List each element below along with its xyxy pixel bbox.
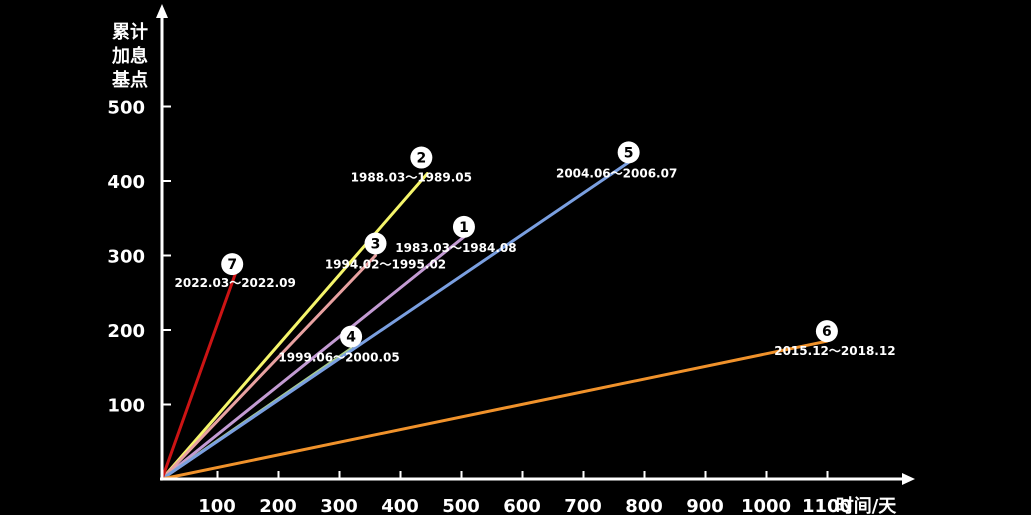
x-tick-label: 300	[320, 496, 358, 515]
series-marker-label-5: 5	[624, 145, 634, 161]
series-marker-7	[221, 253, 244, 276]
x-tick-label: 700	[564, 496, 602, 515]
x-tick-label: 900	[686, 496, 724, 515]
series-marker-4	[340, 325, 363, 348]
y-tick-label: 400	[107, 172, 145, 193]
series-group: 1 1983.03～1984.08 2 1988.03～1989.05 3 1994.02…	[160, 141, 896, 481]
series-period-label-5: 2004.06～2006.07	[556, 166, 677, 180]
series-marker-2	[410, 146, 433, 169]
y-axis-title: 累计 加息 基点	[111, 21, 148, 91]
series-line-2	[160, 172, 429, 481]
x-tick-label: 1100	[802, 496, 852, 515]
y-axis-title-line-3: 基点	[111, 69, 148, 91]
series-marker-label-1: 1	[459, 220, 469, 236]
series-line-7	[160, 272, 237, 481]
x-tick-label: 600	[503, 496, 541, 515]
y-tick-label: 200	[107, 321, 145, 342]
x-tick-label: 100	[198, 496, 236, 515]
series-marker-label-2: 2	[416, 151, 426, 167]
series-line-1	[160, 235, 466, 481]
x-tick-label: 400	[381, 496, 419, 515]
series-line-3	[160, 254, 377, 481]
ticks-group: 100 200 300 400 500 600 700 800 900 1000 1100 100 20…	[107, 98, 852, 515]
series-marker-5	[617, 141, 640, 164]
x-tick-label: 200	[259, 496, 297, 515]
y-tick-label: 300	[107, 247, 145, 268]
series-period-label-3: 1994.02～1995.02	[325, 258, 446, 272]
y-tick-label: 100	[107, 396, 145, 417]
axes-group	[156, 4, 915, 485]
series-line-6	[160, 339, 829, 481]
x-axis-title: 时间/天	[836, 496, 898, 515]
series-period-label-1: 1983.03～1984.08	[395, 241, 516, 255]
series-period-label-6: 2015.12～2018.12	[774, 344, 895, 358]
series-marker-label-4: 4	[346, 330, 356, 346]
series-marker-label-7: 7	[227, 257, 237, 273]
x-tick-label: 500	[442, 496, 480, 515]
series-period-label-2: 1988.03～1989.05	[351, 171, 472, 185]
y-tick-label: 500	[107, 98, 145, 119]
series-period-label-7: 2022.03～2022.09	[175, 276, 296, 290]
series-marker-3	[364, 232, 387, 255]
series-marker-6	[815, 320, 838, 343]
series-marker-label-6: 6	[822, 324, 832, 340]
y-axis-title-line-1: 累计	[112, 21, 148, 43]
series-period-label-4: 1999.06～2000.05	[278, 351, 399, 365]
series-marker-label-3: 3	[371, 237, 381, 253]
x-tick-label: 800	[625, 496, 663, 515]
series-line-5	[160, 160, 631, 481]
series-marker-1	[452, 215, 475, 238]
x-tick-label: 1000	[741, 496, 791, 515]
x-axis-arrow	[902, 473, 915, 485]
y-axis-arrow	[156, 4, 168, 18]
y-axis-title-line-2: 加息	[111, 45, 148, 67]
